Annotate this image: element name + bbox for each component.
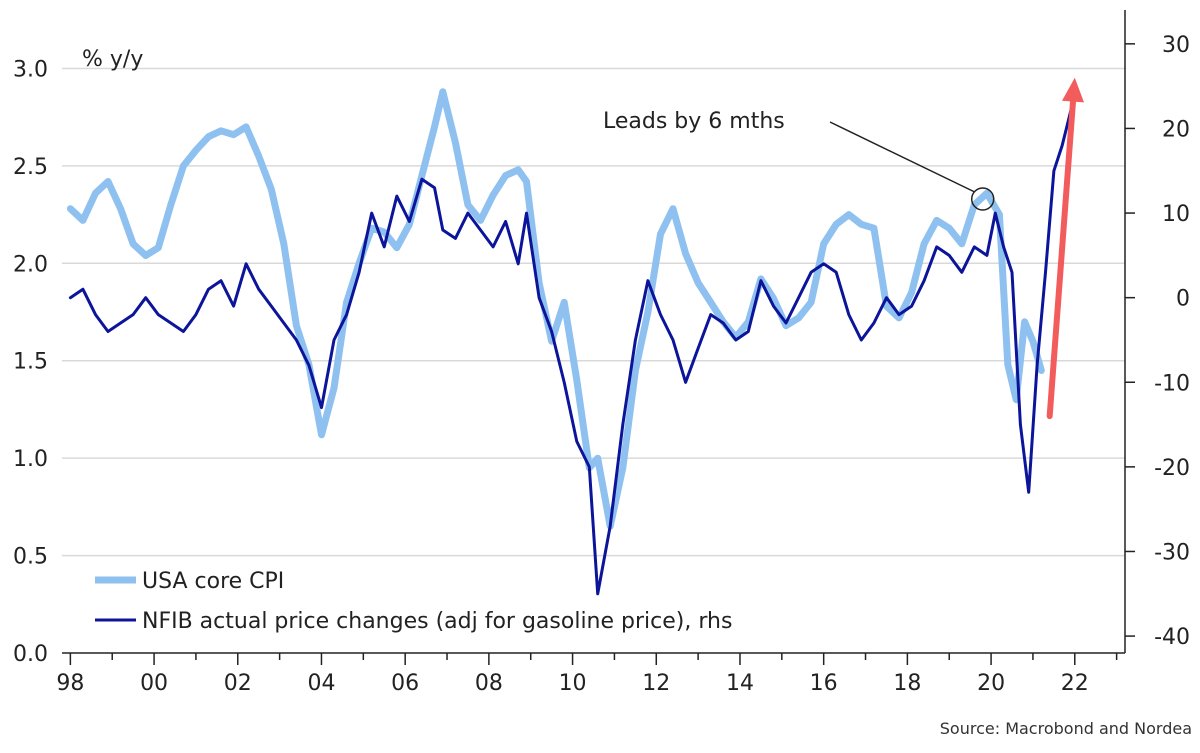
lead-annotation-leader-line [829, 121, 976, 193]
right-tick-label: 10 [1162, 202, 1190, 227]
lead-annotation-circle [970, 187, 995, 211]
x-tick-label: 06 [391, 671, 419, 696]
series-line-nfib [68, 110, 1073, 596]
lead-annotation-text: Leads by 6 mths [603, 109, 785, 134]
source-note: Source: Macrobond and Nordea [940, 719, 1192, 738]
right-tick-label: -30 [1154, 540, 1190, 565]
axes [62, 10, 1135, 665]
x-tick-label: 20 [977, 671, 1005, 696]
left-tick-label: 2.5 [13, 155, 48, 180]
left-tick-label: 1.0 [13, 447, 48, 472]
left-tick-label: 0.0 [13, 642, 48, 667]
left-tick-label: 1.5 [13, 350, 48, 375]
x-tick-label: 02 [224, 671, 252, 696]
lead-annotation: Leads by 6 mths [603, 109, 995, 211]
right-tick-label: -10 [1154, 371, 1190, 396]
trend-arrow [1046, 77, 1084, 420]
right-tick-label: 0 [1176, 287, 1190, 312]
left-tick-label: 2.0 [13, 252, 48, 277]
x-tick-label: 00 [140, 671, 168, 696]
x-tick-label: 12 [642, 671, 670, 696]
right-tick-label: 20 [1162, 117, 1190, 142]
x-tick-label: 98 [56, 671, 84, 696]
x-tick-label: 18 [893, 671, 921, 696]
right-tick-label: -40 [1154, 625, 1190, 650]
x-tick-label: 10 [559, 671, 587, 696]
grid-lines [62, 67, 1125, 557]
left-axis-unit-label: % y/y [82, 47, 143, 72]
left-tick-label: 0.5 [13, 545, 48, 570]
legend: USA core CPI NFIB actual price changes (… [95, 569, 732, 634]
series-layer [66, 88, 1073, 596]
x-tick-label: 22 [1061, 671, 1089, 696]
x-tick-label: 04 [307, 671, 335, 696]
trend-arrow-shaft [1046, 98, 1077, 420]
series-line-core-cpi [66, 88, 1045, 530]
left-axis-tick-labels: 0.0 0.5 1.0 1.5 2.0 2.5 3.0 [13, 57, 48, 667]
legend-label-core-cpi: USA core CPI [142, 569, 284, 594]
trend-arrow-head [1062, 77, 1084, 103]
right-axis-tick-labels: -40 -30 -20 -10 0 10 20 30 [1154, 33, 1190, 650]
right-tick-label: -20 [1154, 456, 1190, 481]
legend-label-nfib: NFIB actual price changes (adj for gasol… [142, 609, 732, 634]
x-axis-tick-labels: 98 00 02 04 06 08 10 12 14 16 18 20 22 [56, 671, 1088, 696]
x-tick-label: 16 [810, 671, 838, 696]
x-tick-label: 08 [475, 671, 503, 696]
left-tick-label: 3.0 [13, 57, 48, 82]
right-tick-label: 30 [1162, 33, 1190, 58]
x-tick-label: 14 [726, 671, 754, 696]
